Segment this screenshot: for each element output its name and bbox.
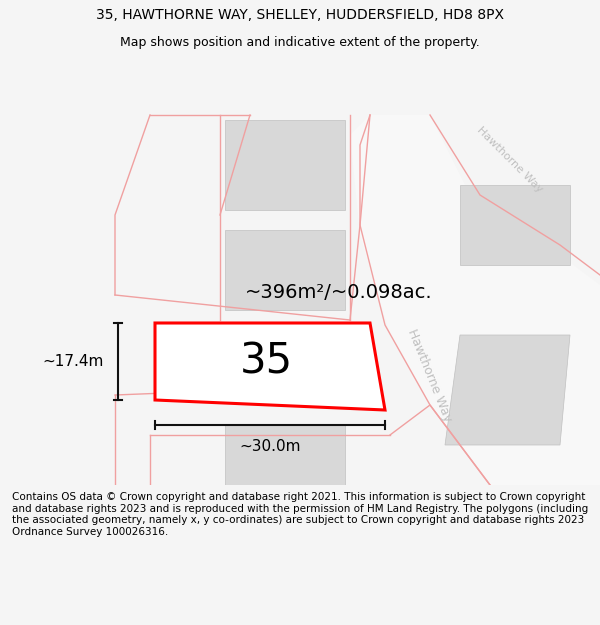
Text: Map shows position and indicative extent of the property.: Map shows position and indicative extent… <box>120 36 480 49</box>
Text: ~30.0m: ~30.0m <box>239 439 301 454</box>
Text: Hawthorne Way: Hawthorne Way <box>475 125 545 195</box>
Text: 35: 35 <box>239 341 293 382</box>
Polygon shape <box>460 185 570 265</box>
Text: ~396m²/~0.098ac.: ~396m²/~0.098ac. <box>245 284 433 302</box>
Text: ~17.4m: ~17.4m <box>43 354 104 369</box>
Text: Contains OS data © Crown copyright and database right 2021. This information is : Contains OS data © Crown copyright and d… <box>12 492 588 537</box>
Polygon shape <box>445 335 570 445</box>
Text: 35, HAWTHORNE WAY, SHELLEY, HUDDERSFIELD, HD8 8PX: 35, HAWTHORNE WAY, SHELLEY, HUDDERSFIELD… <box>96 8 504 22</box>
Polygon shape <box>225 330 345 395</box>
Polygon shape <box>155 323 385 410</box>
Polygon shape <box>225 425 345 485</box>
Text: Hawthorne Way: Hawthorne Way <box>406 327 455 423</box>
Polygon shape <box>350 115 600 485</box>
Polygon shape <box>225 230 345 310</box>
Polygon shape <box>225 120 345 210</box>
